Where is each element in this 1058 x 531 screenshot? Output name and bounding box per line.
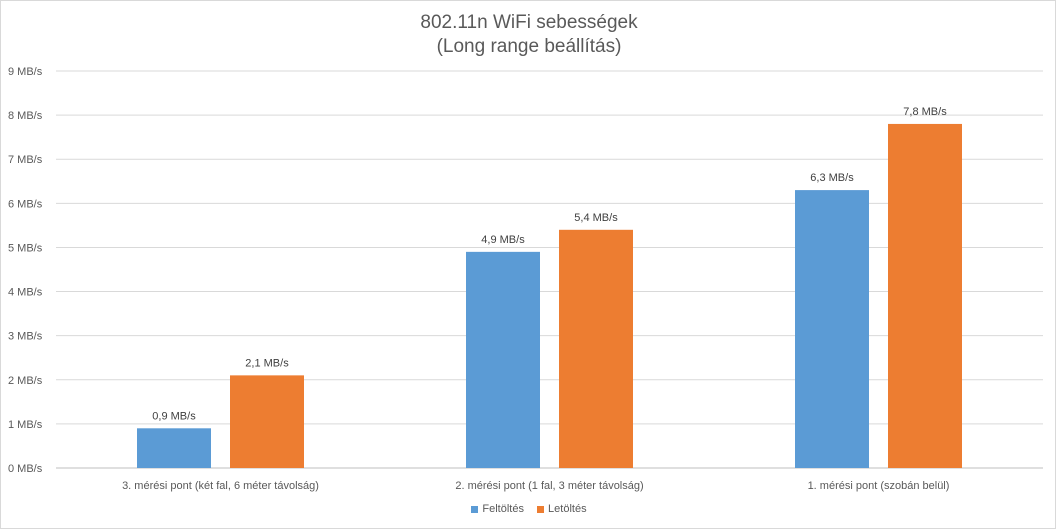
legend-swatch-download [537,505,545,513]
y-tick-label: 6 MB/s [8,198,43,210]
data-label: 0,9 MB/s [152,410,196,422]
chart-title: 802.11n WiFi sebességek [420,12,638,33]
y-tick-label: 1 MB/s [8,419,43,431]
bar-download [888,123,962,468]
legend-item-upload: Feltöltés [471,503,524,515]
chart-subtitle: (Long range beállítás) [436,36,622,57]
legend-label-upload: Feltöltés [482,503,524,515]
bar-upload [795,190,869,468]
legend-swatch-upload [471,505,479,513]
y-tick-label: 3 MB/s [8,331,43,343]
y-tick-label: 8 MB/s [8,110,43,122]
x-tick-label: 2. mérési pont (1 fal, 3 méter távolság) [455,480,643,492]
data-label: 2,1 MB/s [245,357,289,369]
y-tick-label: 9 MB/s [8,66,43,78]
legend-label-download: Letöltés [548,503,587,515]
bar-download [559,229,633,468]
y-tick-label: 5 MB/s [8,242,43,254]
data-label: 7,8 MB/s [903,106,947,118]
y-tick-label: 2 MB/s [8,375,43,387]
legend-item-download: Letöltés [537,503,587,515]
bar-upload [466,251,540,468]
bar-download [230,375,304,468]
data-label: 5,4 MB/s [574,212,618,224]
x-tick-label: 3. mérési pont (két fal, 6 méter távolsá… [122,480,319,492]
bar-upload [137,428,211,468]
y-tick-label: 4 MB/s [8,287,43,299]
y-tick-label: 0 MB/s [8,463,43,475]
y-tick-label: 7 MB/s [8,154,43,166]
legend: Feltöltés Letöltés [0,503,1058,516]
data-label: 6,3 MB/s [810,172,854,184]
data-label: 4,9 MB/s [481,234,525,246]
x-tick-label: 1. mérési pont (szobán belül) [808,480,950,492]
